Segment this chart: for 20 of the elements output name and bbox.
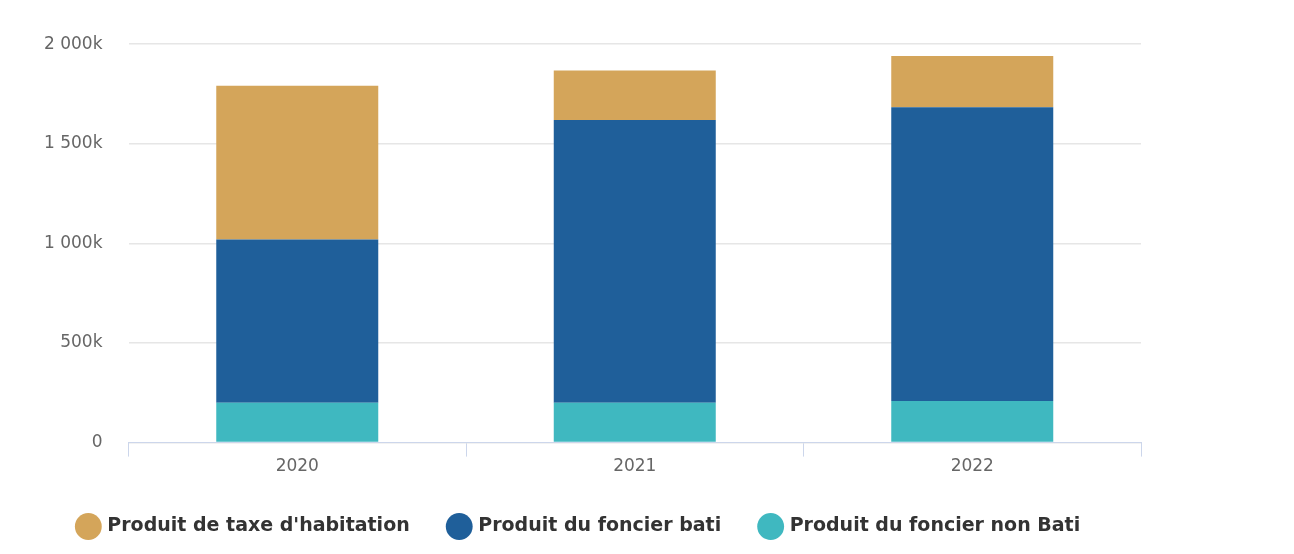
legend-label: Produit du foncier bati (478, 513, 722, 536)
bar (216, 85, 379, 240)
bar (891, 400, 1054, 442)
legend-label: Produit de taxe d'habitation (107, 513, 410, 536)
legend-label: Produit du foncier non Bati (789, 513, 1081, 536)
bar (216, 402, 379, 442)
bar (553, 120, 716, 403)
y-tick-label: 500k (60, 331, 103, 352)
y-tick-label: 1 500k (44, 132, 103, 153)
bar (891, 107, 1054, 401)
bar (891, 55, 1054, 108)
y-tick-label: 0 (91, 431, 103, 452)
x-tick-label: 2020 (275, 455, 319, 476)
y-tick-label: 1 000k (44, 231, 103, 252)
x-tick-label: 2022 (950, 455, 994, 476)
bar (216, 239, 379, 403)
x-tick-label: 2021 (613, 455, 657, 476)
y-tick-label: 2 000k (44, 32, 103, 53)
bar (553, 402, 716, 442)
bar (553, 70, 716, 121)
